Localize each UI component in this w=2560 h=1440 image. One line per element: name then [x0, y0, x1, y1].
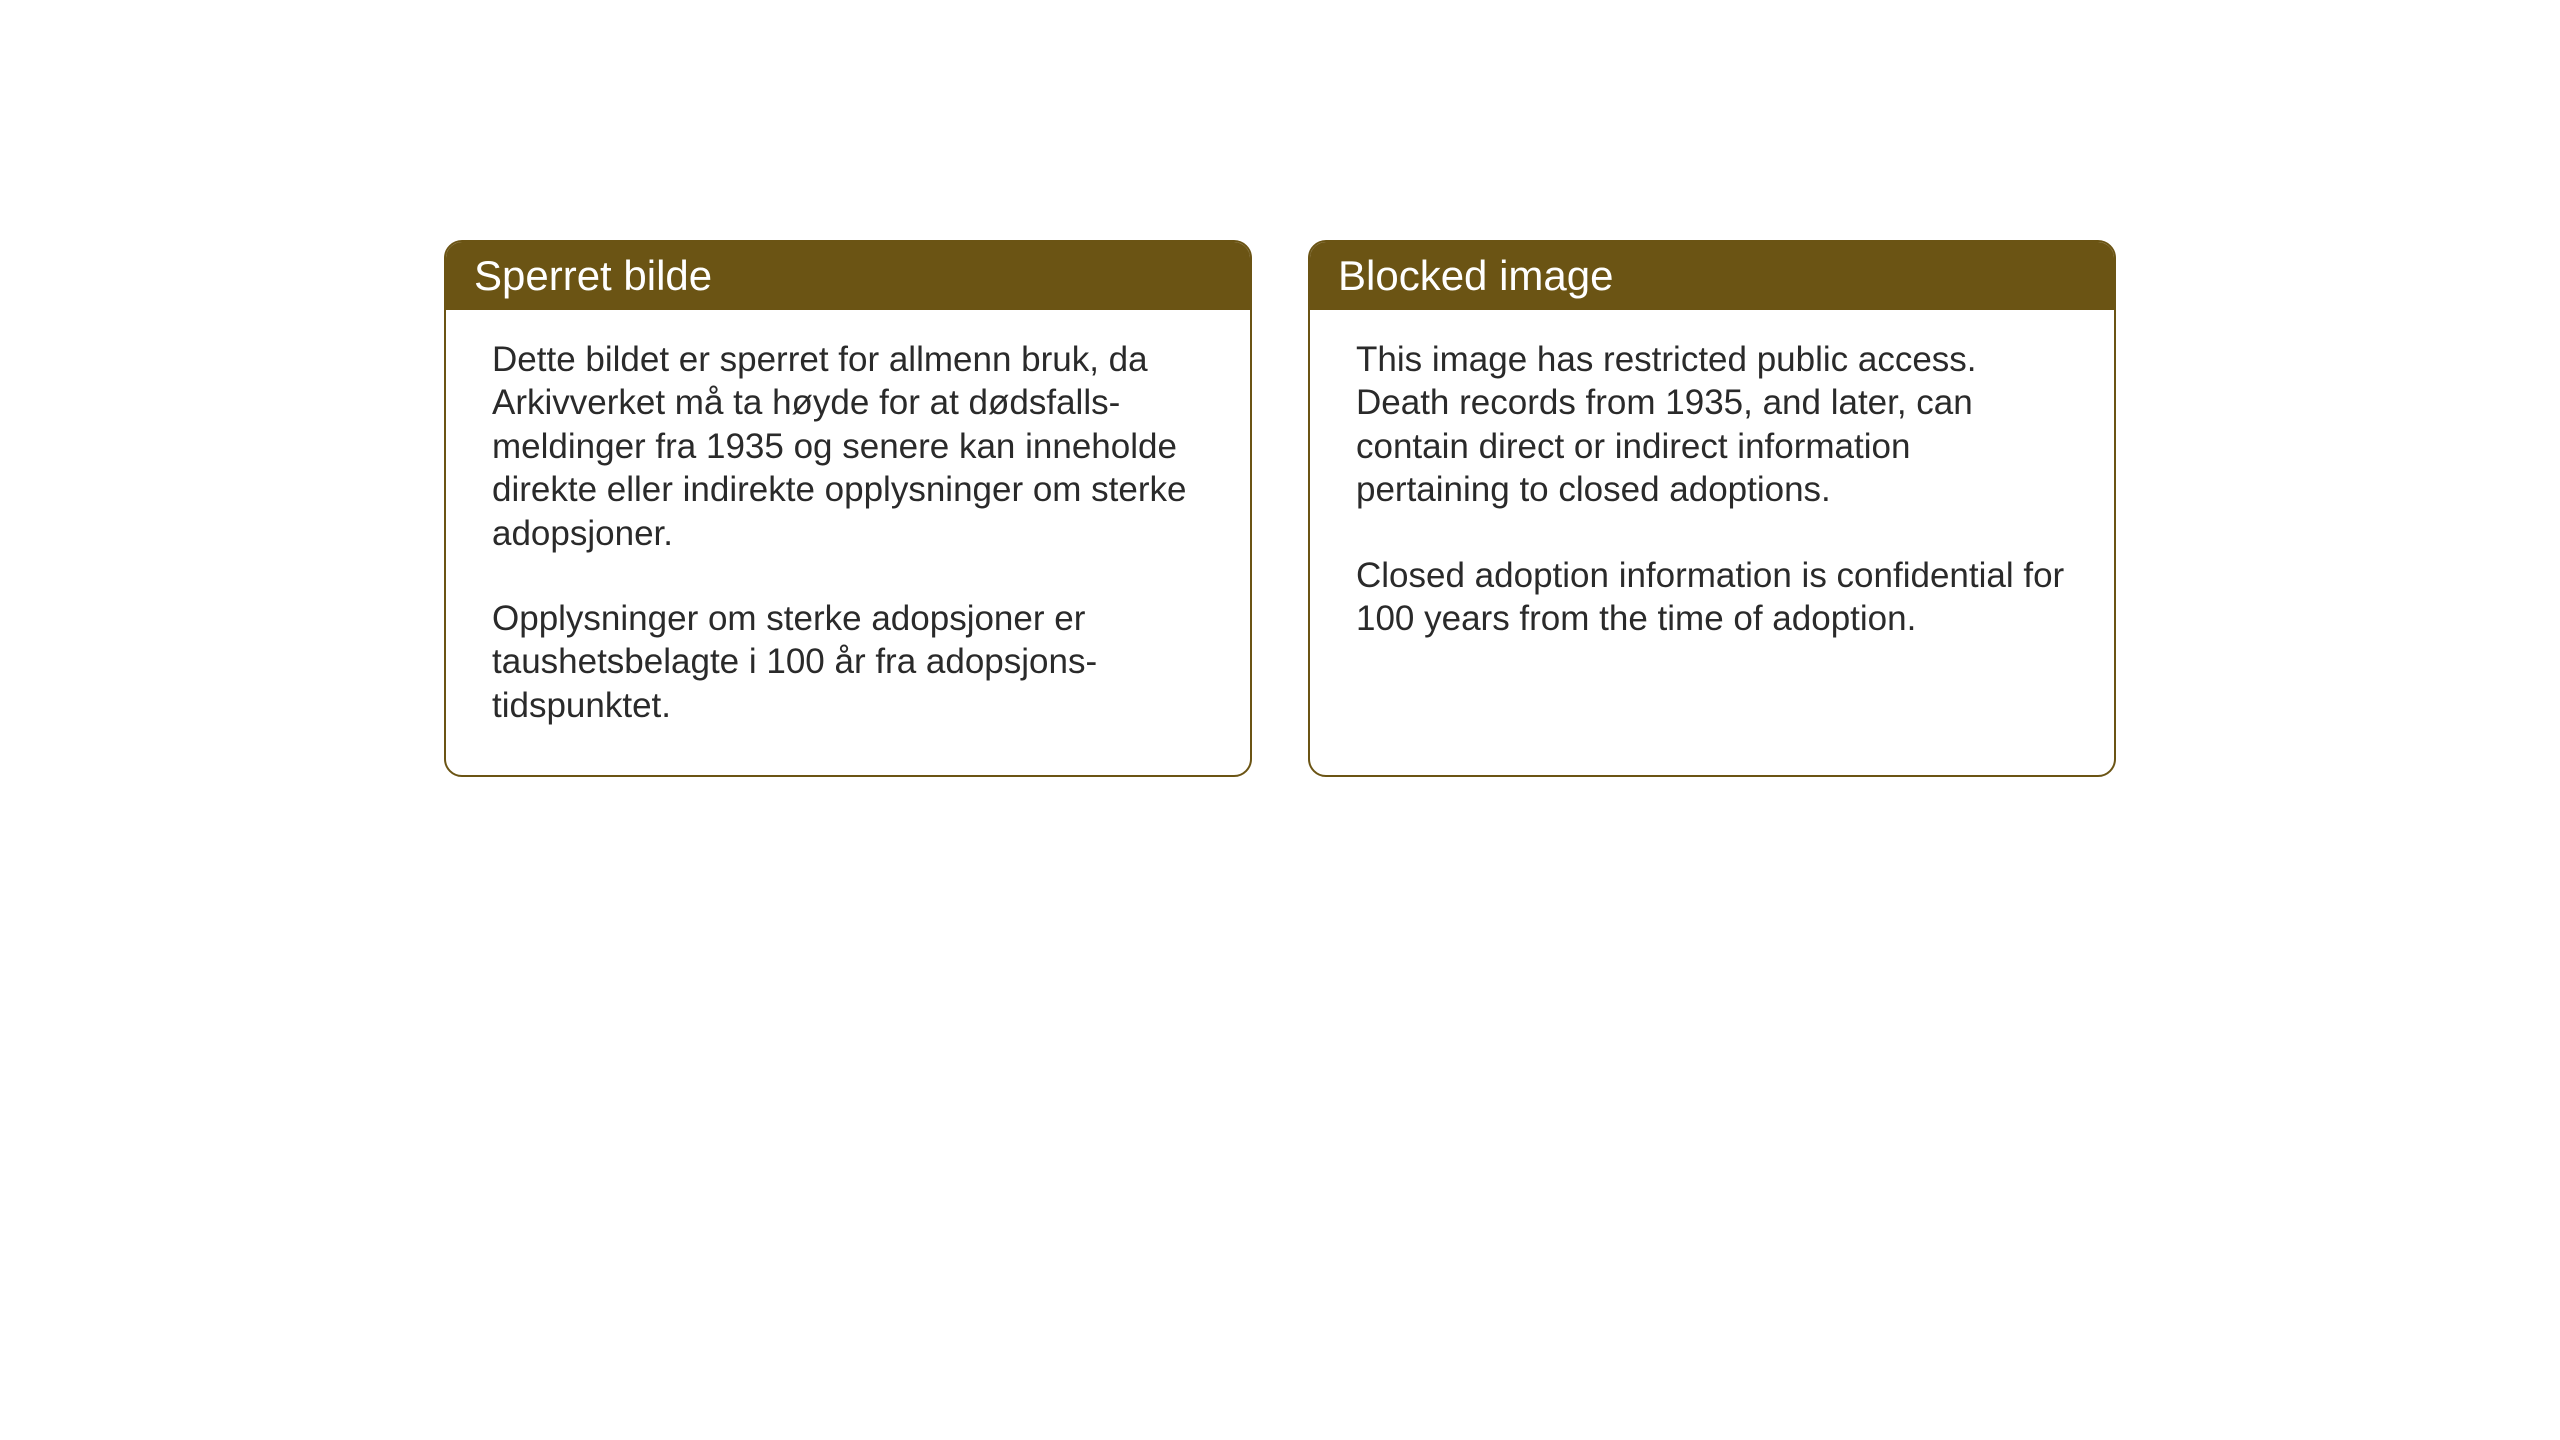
norwegian-paragraph-2: Opplysninger om sterke adopsjoner er tau…	[492, 597, 1204, 727]
norwegian-card-body: Dette bildet er sperret for allmenn bruk…	[446, 310, 1250, 775]
english-paragraph-2: Closed adoption information is confident…	[1356, 554, 2068, 641]
norwegian-notice-card: Sperret bilde Dette bildet er sperret fo…	[444, 240, 1252, 777]
english-notice-card: Blocked image This image has restricted …	[1308, 240, 2116, 777]
english-card-title: Blocked image	[1310, 242, 2114, 310]
english-card-body: This image has restricted public access.…	[1310, 310, 2114, 688]
norwegian-paragraph-1: Dette bildet er sperret for allmenn bruk…	[492, 338, 1204, 555]
english-paragraph-1: This image has restricted public access.…	[1356, 338, 2068, 512]
norwegian-card-title: Sperret bilde	[446, 242, 1250, 310]
notice-cards-container: Sperret bilde Dette bildet er sperret fo…	[444, 240, 2116, 777]
